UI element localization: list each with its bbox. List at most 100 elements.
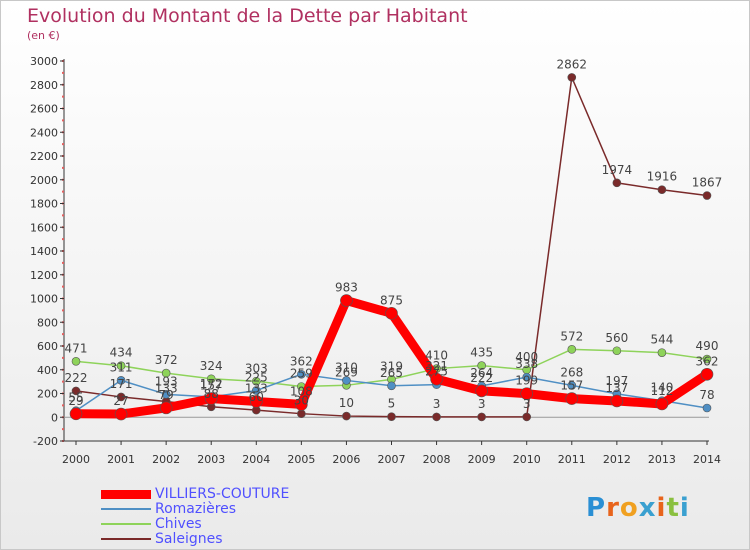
data-point <box>249 395 263 408</box>
data-point <box>610 394 624 408</box>
chart-title: Evolution du Montant de la Dette par Hab… <box>27 5 468 27</box>
data-label: 78 <box>699 388 714 402</box>
x-tick-label: 2012 <box>603 453 631 466</box>
data-label: 157 <box>560 379 583 393</box>
data-label: 10 <box>339 396 354 410</box>
data-point <box>612 346 622 356</box>
x-tick-label: 2008 <box>423 453 451 466</box>
y-minor-mark <box>62 261 64 264</box>
data-point <box>114 407 128 421</box>
data-point <box>342 411 351 421</box>
data-point <box>700 367 714 381</box>
data-point <box>655 397 669 411</box>
data-point <box>71 386 81 396</box>
data-label: 79 <box>159 388 174 402</box>
y-minor-mark <box>62 404 64 407</box>
data-point <box>251 376 261 386</box>
data-point <box>430 372 443 386</box>
x-tick-label: 2003 <box>197 453 225 466</box>
x-tick-label: 2007 <box>378 453 406 466</box>
data-label: 27 <box>113 394 128 408</box>
y-minor-mark <box>62 119 64 122</box>
data-point <box>475 384 488 398</box>
y-tick-label: 1800 <box>30 198 58 211</box>
legend-label: VILLIERS-COUTURE <box>155 486 290 502</box>
data-label: 199 <box>515 374 538 388</box>
data-point <box>116 376 126 385</box>
data-label: 434 <box>110 346 133 360</box>
data-label: 269 <box>335 365 358 379</box>
data-point <box>657 185 667 195</box>
data-label: 303 <box>245 361 268 375</box>
data-point <box>161 368 171 378</box>
data-label: 264 <box>470 366 493 380</box>
data-label: 140 <box>650 381 673 395</box>
data-point <box>340 294 353 307</box>
data-label: 112 <box>650 384 673 398</box>
legend-swatch <box>101 523 151 525</box>
legend-item-saleignes: Saleignes <box>101 531 223 547</box>
data-label: 133 <box>245 381 268 395</box>
data-point <box>565 392 579 405</box>
data-label: 137 <box>605 381 628 395</box>
data-label: 197 <box>605 374 628 388</box>
data-point <box>385 307 398 320</box>
data-point <box>612 178 622 188</box>
x-tick-label: 2001 <box>107 453 135 466</box>
data-point <box>204 392 218 405</box>
x-tick-label: 2010 <box>513 453 541 466</box>
y-minor-mark <box>62 238 64 241</box>
x-tick-label: 2006 <box>332 453 360 466</box>
data-point <box>116 392 126 402</box>
data-label: 108 <box>290 384 313 398</box>
legend-label: Chives <box>155 516 202 532</box>
data-point <box>567 381 577 390</box>
legend-label: Saleignes <box>155 531 223 547</box>
data-point <box>161 390 171 399</box>
data-label: 2862 <box>557 57 588 71</box>
data-label: 171 <box>110 377 133 391</box>
legend-item-romazieres: Romazières <box>101 501 236 517</box>
y-minor-mark <box>62 333 64 336</box>
y-minor-mark <box>62 285 64 288</box>
x-tick-label: 2013 <box>648 453 676 466</box>
data-label: 268 <box>560 365 583 379</box>
data-label: 133 <box>155 381 178 395</box>
y-minor-mark <box>62 309 64 312</box>
y-tick-label: 3000 <box>30 55 58 68</box>
y-minor-mark <box>62 71 64 74</box>
data-label: 560 <box>605 331 628 345</box>
data-label: 30 <box>294 394 309 408</box>
x-tick-label: 2005 <box>287 453 315 466</box>
data-label: 5 <box>388 397 396 411</box>
data-label: 310 <box>335 360 358 374</box>
data-point <box>657 348 667 357</box>
y-tick-label: 1400 <box>30 245 58 258</box>
data-label: 29 <box>68 394 83 408</box>
data-point <box>387 412 396 421</box>
data-label: 372 <box>155 353 178 367</box>
data-label: 3 <box>523 397 531 411</box>
data-point <box>520 387 534 400</box>
legend-label: Romazières <box>155 501 237 517</box>
data-point <box>297 409 306 418</box>
data-label: 324 <box>200 359 223 373</box>
y-minor-mark <box>62 190 64 193</box>
data-point <box>251 386 261 395</box>
y-tick-label: 2200 <box>30 150 58 163</box>
data-label: 55 <box>68 391 83 405</box>
data-point <box>567 345 577 354</box>
y-tick-label: 600 <box>37 340 58 353</box>
data-label: 1867 <box>692 176 723 190</box>
y-tick-label: 0 <box>51 411 58 424</box>
data-point <box>702 354 712 364</box>
data-label: 321 <box>425 359 448 373</box>
data-label: 259 <box>290 366 313 380</box>
data-label: 362 <box>290 354 313 368</box>
y-tick-label: 800 <box>37 316 58 329</box>
y-tick-label: 2000 <box>30 174 58 187</box>
legend-swatch <box>101 538 151 540</box>
data-point <box>342 376 351 385</box>
data-point <box>295 398 308 411</box>
data-point <box>522 412 532 422</box>
